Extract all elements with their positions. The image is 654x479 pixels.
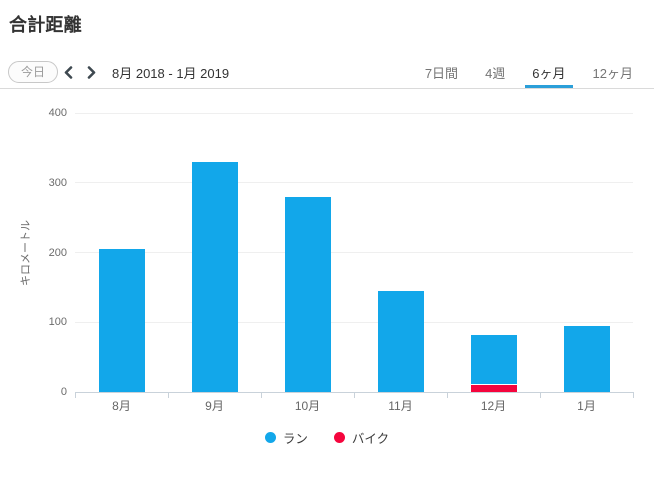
date-range-label: 8月 2018 - 1月 2019 [112, 66, 230, 81]
gridline-400 [75, 112, 633, 114]
x-category-label-2: 10月 [294, 399, 321, 413]
x-category-label-1: 9月 [205, 399, 224, 413]
x-axis-tick [168, 392, 169, 398]
x-axis-tick [447, 392, 448, 398]
tab-12months[interactable]: 12ヶ月 [592, 66, 633, 81]
bar-run-2[interactable] [285, 196, 331, 392]
y-tick-label-200: 200 [48, 246, 67, 259]
x-category-label-5: 1月 [577, 399, 596, 413]
legend-marker-run-icon [264, 432, 276, 443]
y-tick-label-400: 400 [48, 107, 67, 119]
tab-6months[interactable]: 6ヶ月 [525, 54, 573, 88]
toolbar: 今日 8月 2018 - 1月 2019 7日間 4週 6ヶ月 12ヶ月 [0, 54, 654, 89]
tab-4weeks[interactable]: 4週 [485, 66, 506, 81]
total-distance-chart: 0 100 200 300 400 8月 9月 10月 11月 12月 1月 キロメートルラン バイク [0, 95, 654, 479]
legend-marker-bike-icon [333, 432, 345, 443]
gridline-100 [75, 321, 633, 323]
y-tick-label-300: 300 [48, 176, 67, 189]
legend-label-run: ラン [282, 432, 308, 446]
legend-label-bike: バイク [351, 432, 390, 446]
next-period-button[interactable] [81, 61, 103, 83]
legend-item-run[interactable]: ラン [264, 428, 308, 447]
x-axis-tick [261, 392, 262, 398]
today-button[interactable]: 今日 [8, 61, 59, 83]
x-category-label-4: 12月 [480, 399, 507, 413]
bar-run-3[interactable] [378, 290, 424, 392]
bar-bike-4[interactable] [471, 383, 517, 392]
y-tick-label-100: 100 [48, 316, 67, 329]
bar-run-5[interactable] [564, 325, 610, 392]
x-axis-tick [633, 392, 634, 398]
y-axis-title: キロメートル [20, 219, 32, 286]
y-tick-label-0: 0 [60, 386, 67, 398]
bar-run-0[interactable] [99, 249, 145, 392]
x-category-label-3: 11月 [388, 399, 413, 413]
prev-period-button[interactable] [57, 61, 79, 83]
bar-run-1[interactable] [192, 161, 238, 392]
chart-legend: ラン バイク [0, 428, 654, 447]
gridline-200 [75, 252, 633, 253]
gridline-300 [75, 182, 633, 184]
legend-item-bike[interactable]: バイク [333, 428, 390, 447]
chevron-right-icon [87, 65, 96, 79]
chevron-left-icon [64, 65, 73, 79]
bar-run-4[interactable] [471, 334, 517, 384]
x-axis-tick [354, 392, 355, 398]
period-tabs: 7日間 4週 6ヶ月 12ヶ月 [405, 54, 640, 88]
x-category-label-0: 8月 [112, 399, 131, 413]
tab-7days[interactable]: 7日間 [424, 66, 459, 81]
page-title: 合計距離 [9, 15, 82, 35]
x-axis-tick [75, 392, 76, 398]
x-axis-tick [540, 392, 541, 398]
